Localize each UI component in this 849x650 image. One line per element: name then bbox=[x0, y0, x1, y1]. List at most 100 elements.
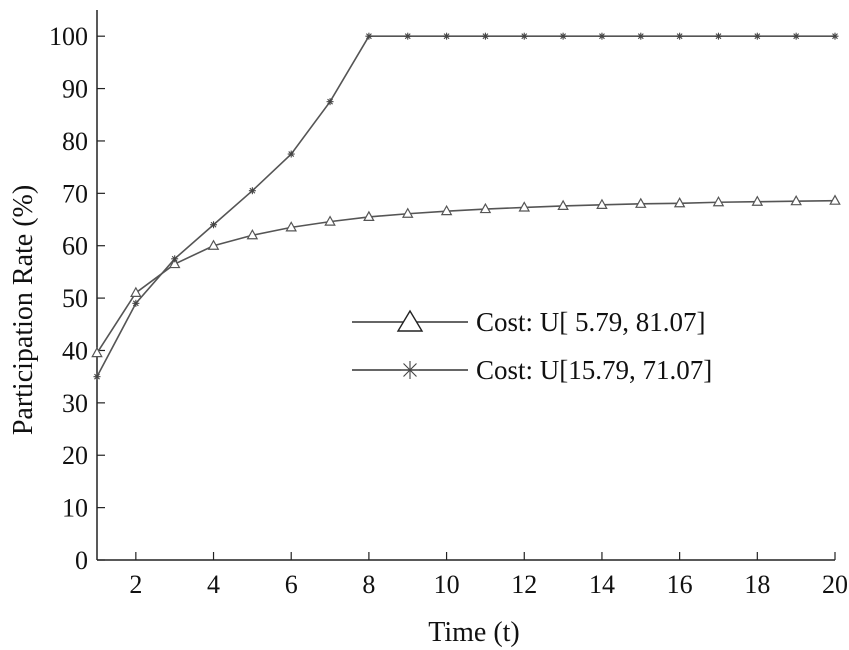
asterisk-stroke bbox=[443, 33, 450, 40]
asterisk-marker bbox=[93, 373, 101, 381]
x-tick-label: 18 bbox=[744, 570, 770, 599]
x-tick-label: 12 bbox=[511, 570, 537, 599]
triangle-marker bbox=[168, 257, 181, 269]
asterisk-stroke bbox=[171, 255, 178, 262]
y-axis-label: Participation Rate (%) bbox=[8, 185, 39, 435]
y-tick-label: 90 bbox=[62, 75, 88, 104]
asterisk-stroke bbox=[94, 373, 100, 380]
asterisk-stroke bbox=[715, 33, 722, 40]
triangle-marker bbox=[440, 204, 453, 216]
x-tick-label: 10 bbox=[434, 570, 460, 599]
asterisk-marker bbox=[792, 32, 800, 40]
asterisk-stroke bbox=[754, 33, 761, 40]
legend-triangle-icon bbox=[396, 309, 424, 332]
y-tick-label: 80 bbox=[62, 127, 88, 156]
x-tick-label: 16 bbox=[667, 570, 693, 599]
triangle-marker bbox=[518, 201, 531, 212]
triangle-marker bbox=[91, 346, 103, 358]
asterisk-stroke bbox=[637, 33, 644, 40]
triangle-marker bbox=[363, 210, 375, 222]
asterisk-marker bbox=[443, 32, 451, 40]
asterisk-stroke bbox=[599, 33, 605, 40]
legend: Cost: U[ 5.79, 81.07] Cost: U[15.79, 71.0… bbox=[352, 307, 712, 385]
asterisk-marker bbox=[171, 255, 179, 263]
asterisk-marker bbox=[598, 32, 606, 40]
asterisk-stroke bbox=[832, 33, 838, 40]
asterisk-marker bbox=[714, 32, 722, 40]
series-layer bbox=[91, 32, 841, 381]
triangle-marker bbox=[557, 199, 569, 211]
asterisk-marker bbox=[481, 32, 489, 40]
x-tick-label: 2 bbox=[129, 570, 142, 599]
series-1 bbox=[91, 194, 841, 358]
legend-item: Cost: U[ 5.79, 81.07] bbox=[352, 307, 706, 337]
y-axis-ticks: 0 10 20 30 40 50 60 70 80 90 100 bbox=[49, 22, 105, 575]
triangle-marker bbox=[401, 207, 414, 218]
series-line bbox=[96, 199, 836, 354]
asterisk-stroke bbox=[403, 363, 417, 377]
legend-item: Cost: U[15.79, 71.07] bbox=[352, 355, 712, 385]
y-tick-label: 20 bbox=[62, 441, 88, 470]
asterisk-stroke bbox=[132, 300, 139, 307]
triangle-marker bbox=[130, 286, 142, 297]
asterisk-stroke bbox=[210, 221, 217, 228]
asterisk-marker bbox=[401, 361, 419, 379]
asterisk-stroke bbox=[793, 33, 800, 40]
triangle-marker bbox=[635, 197, 647, 208]
axes bbox=[96, 10, 835, 561]
asterisk-stroke bbox=[404, 33, 411, 40]
asterisk-stroke bbox=[365, 33, 372, 40]
y-tick-label: 60 bbox=[62, 232, 88, 261]
x-tick-label: 14 bbox=[589, 570, 615, 599]
triangle-marker bbox=[673, 197, 686, 208]
asterisk-marker bbox=[831, 32, 839, 40]
series-line bbox=[96, 35, 835, 378]
asterisk-stroke bbox=[676, 33, 683, 40]
y-tick-label: 10 bbox=[62, 494, 88, 523]
triangle-marker bbox=[790, 194, 802, 206]
triangle-marker bbox=[246, 229, 259, 240]
asterisk-marker bbox=[210, 221, 218, 229]
y-tick-label: 70 bbox=[62, 179, 88, 208]
asterisk-marker bbox=[326, 98, 334, 106]
legend-label: Cost: U[15.79, 71.07] bbox=[476, 355, 712, 385]
asterisk-marker bbox=[559, 32, 567, 40]
asterisk-stroke bbox=[249, 187, 256, 194]
triangle-marker bbox=[596, 198, 608, 209]
x-tick-label: 20 bbox=[822, 570, 848, 599]
asterisk-marker bbox=[404, 32, 412, 40]
asterisk-marker bbox=[637, 32, 645, 40]
asterisk-stroke bbox=[482, 33, 489, 40]
x-axis-label: Time (t) bbox=[428, 617, 520, 648]
asterisk-marker bbox=[520, 32, 528, 40]
y-tick-label: 100 bbox=[49, 22, 88, 51]
y-tick-label: 0 bbox=[75, 546, 88, 575]
x-axis-ticks: 2 4 6 8 10 12 14 16 18 20 bbox=[129, 552, 848, 599]
triangle-marker bbox=[207, 239, 220, 250]
triangle-marker bbox=[479, 202, 492, 214]
asterisk-marker bbox=[248, 187, 256, 195]
asterisk-stroke bbox=[521, 33, 528, 40]
series-2 bbox=[93, 32, 839, 381]
triangle-marker bbox=[285, 221, 297, 232]
asterisk-marker bbox=[365, 32, 373, 40]
x-tick-label: 6 bbox=[285, 570, 298, 599]
asterisk-stroke bbox=[327, 98, 333, 105]
x-tick-label: 4 bbox=[207, 570, 220, 599]
triangle-marker bbox=[829, 194, 841, 205]
legend-label: Cost: U[ 5.79, 81.07] bbox=[476, 307, 706, 337]
asterisk-stroke bbox=[560, 33, 567, 40]
asterisk-marker bbox=[287, 150, 295, 158]
asterisk-stroke bbox=[288, 151, 295, 157]
y-tick-label: 40 bbox=[62, 336, 88, 365]
y-tick-label: 30 bbox=[62, 389, 88, 418]
x-tick-label: 8 bbox=[362, 570, 375, 599]
triangle-marker bbox=[324, 215, 336, 226]
triangle-marker bbox=[751, 195, 764, 206]
asterisk-marker bbox=[753, 32, 761, 40]
asterisk-marker bbox=[132, 299, 140, 307]
asterisk-marker bbox=[676, 32, 684, 40]
triangle-marker bbox=[712, 196, 725, 207]
